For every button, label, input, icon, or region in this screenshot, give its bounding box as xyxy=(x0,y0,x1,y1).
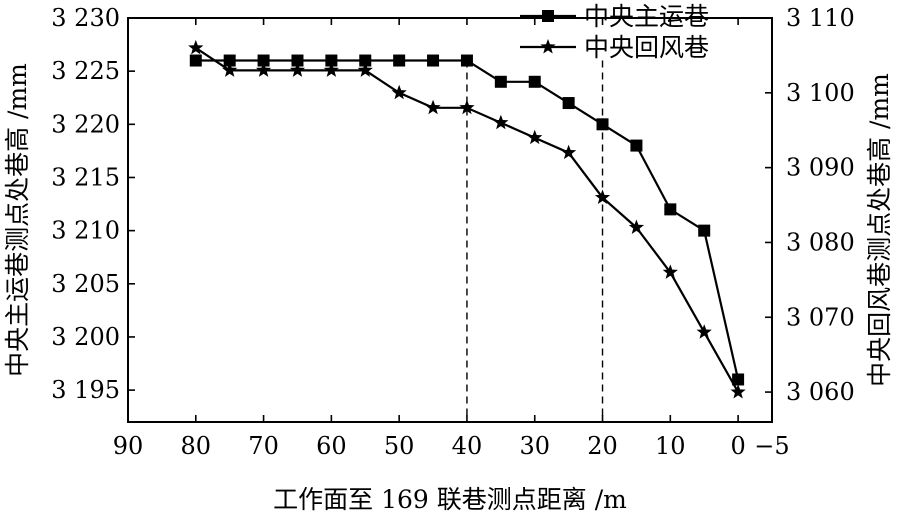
x-tick-label: 40 xyxy=(452,432,483,460)
data-point-star xyxy=(357,62,373,77)
data-point-square xyxy=(257,54,270,67)
legend-label: 中央回风巷 xyxy=(584,33,709,62)
data-point-square xyxy=(562,97,575,110)
x-tick-label: 20 xyxy=(587,432,618,460)
data-point-star xyxy=(425,99,441,115)
data-point-star xyxy=(561,144,577,160)
left-y-tick-label: 3 220 xyxy=(51,110,120,138)
right-y-tick-label: 3 090 xyxy=(786,154,855,182)
right-axis-title: 中央回风巷测点处巷高 /mm xyxy=(865,73,894,387)
x-axis-title: 工作面至 169 联巷测点距离 /m xyxy=(273,485,627,514)
x-tick-label: 80 xyxy=(181,432,212,460)
left-y-tick-label: 3 225 xyxy=(51,57,120,85)
data-point-star xyxy=(662,264,678,279)
data-point-square xyxy=(494,75,507,88)
data-point-square xyxy=(596,118,609,131)
data-point-square xyxy=(359,54,372,67)
data-point-square xyxy=(223,54,236,67)
x-tick-label: 90 xyxy=(113,432,144,460)
x-tick-label: 60 xyxy=(316,432,347,460)
data-point-square xyxy=(528,75,541,88)
data-point-star xyxy=(323,62,339,77)
x-tick-label: 70 xyxy=(248,432,279,460)
data-point-star xyxy=(696,324,712,339)
plot-area xyxy=(188,39,746,422)
data-point-square xyxy=(291,54,304,67)
right-y-tick-label: 3 110 xyxy=(786,4,855,32)
data-point-star xyxy=(255,62,272,77)
data-point-star xyxy=(594,189,611,205)
left-y-tick-label: 3 200 xyxy=(51,323,120,351)
right-y-tick-label: 3 070 xyxy=(786,303,855,331)
data-point-star xyxy=(391,84,407,100)
right-y-tick-label: 3 080 xyxy=(786,228,855,256)
left-y-tick-label: 3 210 xyxy=(51,217,120,245)
data-point-star xyxy=(628,219,645,234)
x-tick-label: 50 xyxy=(384,432,415,460)
data-point-star xyxy=(188,39,204,55)
x-tick-label: 0 xyxy=(730,432,745,460)
right-y-tick-label: 3 100 xyxy=(786,79,855,107)
right-y-tick-label: 3 060 xyxy=(786,378,855,406)
left-y-tick-label: 3 205 xyxy=(51,270,120,298)
data-point-square xyxy=(460,54,473,67)
data-point-square xyxy=(393,54,406,67)
data-point-star xyxy=(289,62,306,77)
x-tick-label: 10 xyxy=(655,432,686,460)
data-point-square xyxy=(732,373,745,386)
data-point-star xyxy=(527,129,543,145)
data-point-star xyxy=(730,384,746,399)
axes: 90 80 70 60 50 40 30 20 10 0 −5 3 195 3 200 3 205 3 21… xyxy=(3,4,894,514)
data-point-square xyxy=(427,54,440,67)
legend-label: 中央主运巷 xyxy=(584,2,709,31)
data-point-square xyxy=(630,139,643,152)
x-tick-label: 30 xyxy=(519,432,550,460)
data-point-square xyxy=(325,54,338,67)
data-point-star xyxy=(222,62,238,77)
plot-frame xyxy=(127,17,773,423)
left-y-tick-label: 3 195 xyxy=(51,376,120,404)
left-y-tick-label: 3 230 xyxy=(51,4,120,32)
data-point-star xyxy=(459,99,475,115)
legend-marker-star xyxy=(540,39,556,54)
legend-marker-square xyxy=(542,10,554,22)
data-point-square xyxy=(664,203,677,216)
data-point-square xyxy=(189,54,202,67)
left-y-tick-label: 3 215 xyxy=(51,163,120,191)
data-point-star xyxy=(493,114,509,130)
x-tick-label: −5 xyxy=(754,432,789,460)
left-axis-title: 中央主运巷测点处巷高 /mm xyxy=(3,63,32,377)
data-point-square xyxy=(698,224,711,237)
